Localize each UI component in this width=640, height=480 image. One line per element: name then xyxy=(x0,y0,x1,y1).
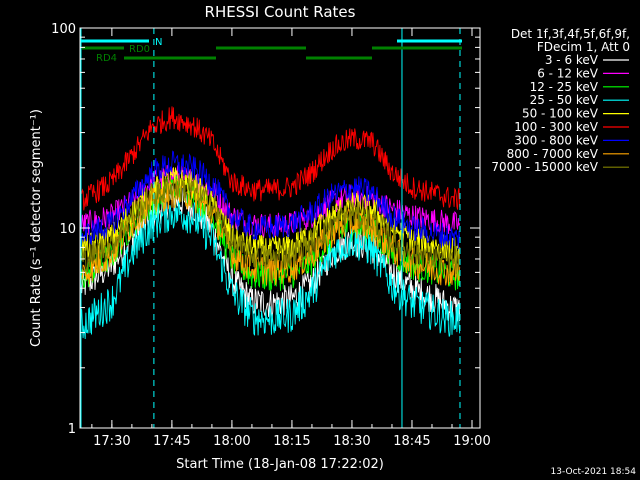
y-tick-label-1: 10 xyxy=(59,222,76,237)
legend-label-800-7000-kev: 800 - 7000 keV xyxy=(507,147,599,161)
series-line-7000-15000-kev xyxy=(80,174,461,275)
legend-label-50-100-kev: 50 - 100 keV xyxy=(522,107,599,121)
y-tick-label-0: 1 xyxy=(68,422,76,437)
legend-label-300-800-kev: 300 - 800 keV xyxy=(514,133,598,147)
state-label-rd0: RD0 xyxy=(129,44,150,55)
legend-label-6-12-kev: 6 - 12 keV xyxy=(537,66,599,80)
axes: 17:30 17:45 18:00 18:15 18:30 18:45 19:00 1 10 10… xyxy=(51,22,491,449)
y-tick-label-2: 100 xyxy=(51,22,76,37)
x-tick-label-0: 17:30 xyxy=(93,434,130,449)
series-line-25-50-kev xyxy=(80,197,461,340)
legend-header-line-2: FDecim 1, Att 0 xyxy=(537,40,630,54)
x-tick-label-2: 18:00 xyxy=(213,434,250,449)
x-tick-label-4: 18:30 xyxy=(333,434,370,449)
x-tick-label-1: 17:45 xyxy=(153,434,190,449)
legend-label-100-300-kev: 100 - 300 keV xyxy=(514,120,598,134)
x-tick-label-5: 18:45 xyxy=(393,434,430,449)
y-axis-label: Count Rate (s⁻¹ detector segment⁻¹) xyxy=(29,109,44,347)
legend-label-3-6-kev: 3 - 6 keV xyxy=(545,53,599,67)
legend-header-line-1: Det 1f,3f,4f,5f,6f,9f, xyxy=(511,27,630,41)
chart-title: RHESSI Count Rates xyxy=(205,3,356,21)
legend-label-25-50-kev: 25 - 50 keV xyxy=(530,93,599,107)
legend: Det 1f,3f,4f,5f,6f,9f, FDecim 1, Att 0 3… xyxy=(491,27,630,174)
series-line-300-800-kev xyxy=(80,150,461,250)
x-tick-label-6: 19:00 xyxy=(453,434,490,449)
legend-label-7000-15000-kev: 7000 - 15000 keV xyxy=(491,160,598,174)
legend-label-12-25-kev: 12 - 25 keV xyxy=(530,80,599,94)
series-marks xyxy=(80,106,461,340)
x-tick-label-3: 18:15 xyxy=(273,434,310,449)
x-axis-label: Start Time (18-Jan-08 17:22:02) xyxy=(176,457,384,472)
state-label-n: N xyxy=(155,37,162,48)
state-label-rd4: RD4 xyxy=(96,53,117,64)
series-line-100-300-kev xyxy=(80,106,461,211)
footer-date: 13-Oct-2021 18:54 xyxy=(551,467,637,477)
